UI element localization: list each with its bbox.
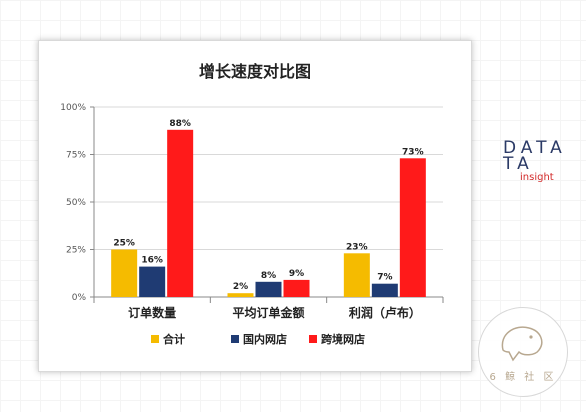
- brand-line-1: DATA: [503, 138, 567, 158]
- legend-swatch: [231, 335, 239, 343]
- legend-swatch: [309, 335, 317, 343]
- y-tick-label: 25%: [66, 246, 86, 256]
- chart-title: 增长速度对比图: [199, 62, 311, 81]
- brand-logo: DATA TA insight: [503, 138, 567, 184]
- bar: [139, 266, 166, 297]
- data-label: 9%: [289, 269, 304, 279]
- x-tick-label: 利润（卢布）: [349, 305, 421, 320]
- bar: [399, 158, 426, 297]
- legend-label: 国内网店: [243, 332, 287, 346]
- y-tick-label: 0%: [72, 293, 87, 303]
- data-label: 8%: [261, 271, 276, 281]
- bar: [283, 279, 310, 297]
- bar: [111, 249, 138, 297]
- community-watermark: 6 鲸 社 区: [478, 307, 568, 397]
- data-label: 23%: [346, 242, 368, 252]
- bar-chart: 增长速度对比图 0% 25% 50% 75% 100% 25% 16% 88% 订单数量 2% 8% 9…: [60, 62, 444, 346]
- data-label: 88%: [169, 119, 191, 129]
- bar: [343, 253, 370, 297]
- legend-label: 跨境网店: [321, 332, 365, 346]
- data-label: 2%: [233, 282, 248, 292]
- data-label: 25%: [113, 239, 135, 249]
- data-label: 16%: [141, 256, 163, 266]
- y-tick-label: 100%: [60, 103, 86, 113]
- bar: [255, 281, 282, 297]
- brand-line-2: TA: [503, 154, 534, 174]
- brand-subtitle: insight: [520, 172, 554, 183]
- bar: [371, 283, 398, 297]
- chart-card: 增长速度对比图 0% 25% 50% 75% 100% 25% 16% 88% 订单数量 2% 8% 9…: [38, 40, 472, 372]
- y-tick-label: 75%: [66, 151, 86, 161]
- x-tick-label: 平均订单金额: [232, 305, 304, 320]
- data-label: 7%: [377, 273, 392, 283]
- bar: [227, 293, 254, 297]
- bar: [167, 129, 194, 297]
- x-tick-label: 订单数量: [128, 305, 176, 320]
- whale-icon: [501, 326, 543, 362]
- data-label: 73%: [402, 147, 424, 157]
- legend-swatch: [151, 335, 159, 343]
- y-tick-label: 50%: [66, 198, 86, 208]
- watermark-text: 6 鲸 社 区: [489, 372, 557, 383]
- legend-label: 合计: [163, 332, 185, 346]
